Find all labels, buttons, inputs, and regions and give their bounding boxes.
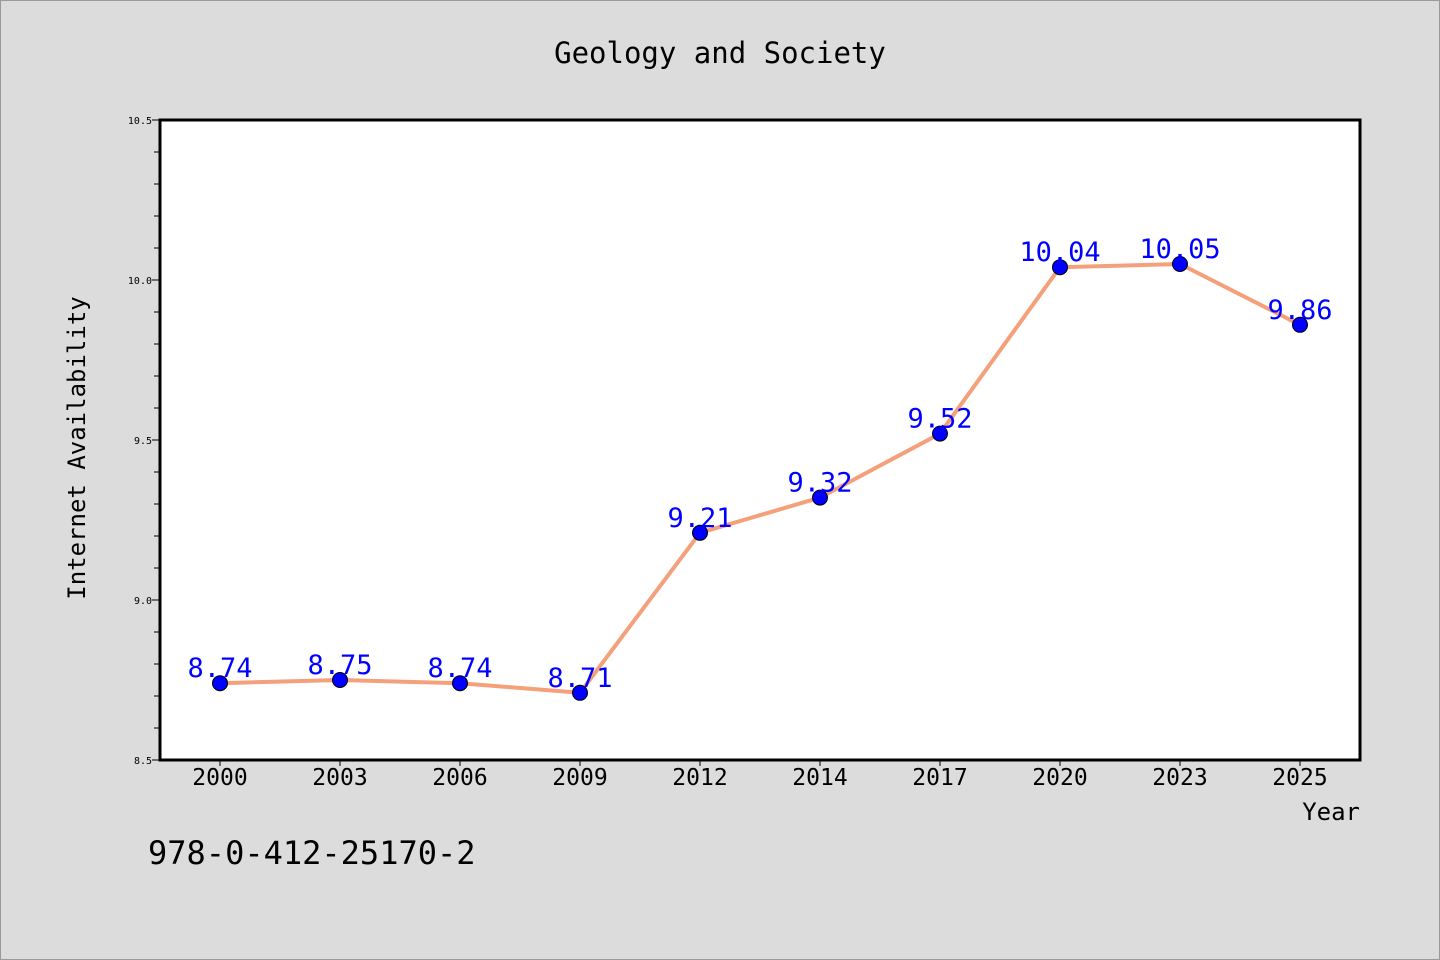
data-point bbox=[572, 684, 588, 701]
y-tick-label: 10.0 bbox=[128, 276, 152, 287]
data-label: 8.74 bbox=[427, 653, 492, 684]
isbn-footer: 978-0-412-25170-2 bbox=[148, 834, 476, 872]
y-tick-label: 10.5 bbox=[128, 116, 152, 127]
y-tick-label: 8.5 bbox=[134, 756, 152, 767]
x-tick-label: 2003 bbox=[312, 765, 367, 791]
x-tick-label: 2025 bbox=[1272, 765, 1327, 791]
x-tick-label: 2020 bbox=[1032, 765, 1087, 791]
data-point bbox=[1172, 256, 1188, 272]
plot-area bbox=[158, 118, 1362, 762]
x-tick-label: 2017 bbox=[912, 765, 967, 791]
series-line bbox=[218, 262, 1302, 695]
data-label: 9.86 bbox=[1267, 295, 1332, 326]
data-label: 8.74 bbox=[187, 653, 252, 684]
x-tick-label: 2000 bbox=[192, 765, 247, 791]
y-tick-label: 9.5 bbox=[134, 436, 152, 447]
x-tick-label: 2014 bbox=[792, 765, 847, 791]
data-point bbox=[1292, 316, 1308, 333]
data-point bbox=[692, 524, 708, 541]
y-tick-label: 9.0 bbox=[134, 596, 152, 607]
y-axis-ticks: 8.5 9.0 9.5 10.0 10.5 bbox=[128, 116, 160, 767]
data-label: 10.05 bbox=[1139, 234, 1220, 265]
data-point bbox=[452, 675, 468, 692]
data-point bbox=[332, 672, 348, 688]
data-label: 10.04 bbox=[1019, 237, 1100, 268]
x-axis-ticks: 2000 2003 2006 2009 2012 2014 2017 2020 2023 2025 bbox=[192, 760, 1328, 791]
y-axis-label: Internet Availability bbox=[63, 296, 91, 599]
x-tick-label: 2023 bbox=[1152, 765, 1207, 791]
data-label: 9.52 bbox=[907, 404, 972, 435]
data-point bbox=[212, 675, 228, 692]
data-label: 8.75 bbox=[307, 650, 372, 681]
data-label: 9.32 bbox=[787, 468, 852, 499]
data-label: 9.21 bbox=[667, 503, 732, 534]
x-tick-label: 2006 bbox=[432, 765, 487, 791]
data-label: 8.71 bbox=[547, 663, 612, 694]
data-point bbox=[1052, 259, 1068, 276]
x-axis-label: Year bbox=[1302, 798, 1360, 826]
data-point bbox=[932, 425, 948, 442]
x-tick-label: 2012 bbox=[672, 765, 727, 791]
series-layer bbox=[212, 256, 1308, 701]
chart-title: Geology and Society bbox=[554, 36, 886, 70]
data-labels-layer: 8.74 8.75 8.74 8.71 9.21 9.32 9.52 10.04 10.05 9.… bbox=[187, 234, 1332, 694]
data-point bbox=[812, 489, 828, 506]
x-tick-label: 2009 bbox=[552, 765, 607, 791]
